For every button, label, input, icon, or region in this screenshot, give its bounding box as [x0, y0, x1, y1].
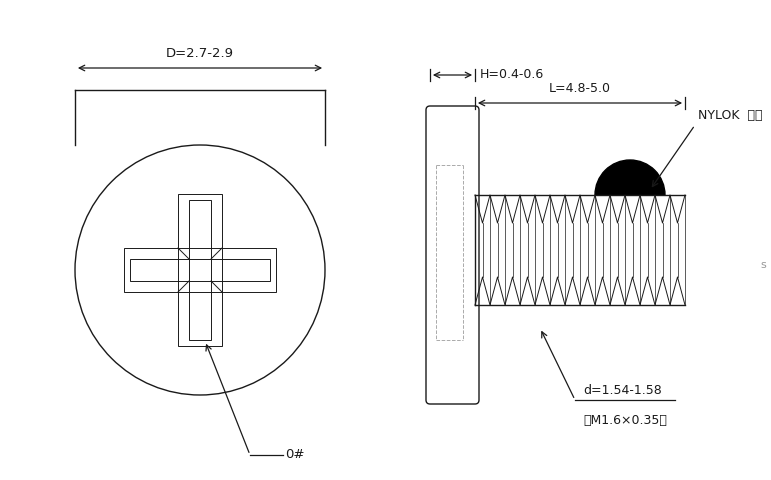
Bar: [178, 194, 222, 346]
Bar: [189, 200, 211, 340]
Wedge shape: [595, 160, 665, 195]
Text: H=0.4-0.6: H=0.4-0.6: [480, 69, 544, 82]
Bar: [130, 259, 270, 281]
Text: d=1.54-1.58: d=1.54-1.58: [583, 384, 662, 397]
Text: L=4.8-5.0: L=4.8-5.0: [549, 82, 611, 95]
Text: （M1.6×0.35）: （M1.6×0.35）: [583, 414, 667, 427]
Text: s: s: [760, 260, 766, 270]
Text: 0#: 0#: [285, 448, 305, 461]
Bar: [124, 248, 276, 292]
Text: NYLOK  红色: NYLOK 红色: [698, 109, 763, 122]
Text: D=2.7-2.9: D=2.7-2.9: [166, 47, 234, 60]
